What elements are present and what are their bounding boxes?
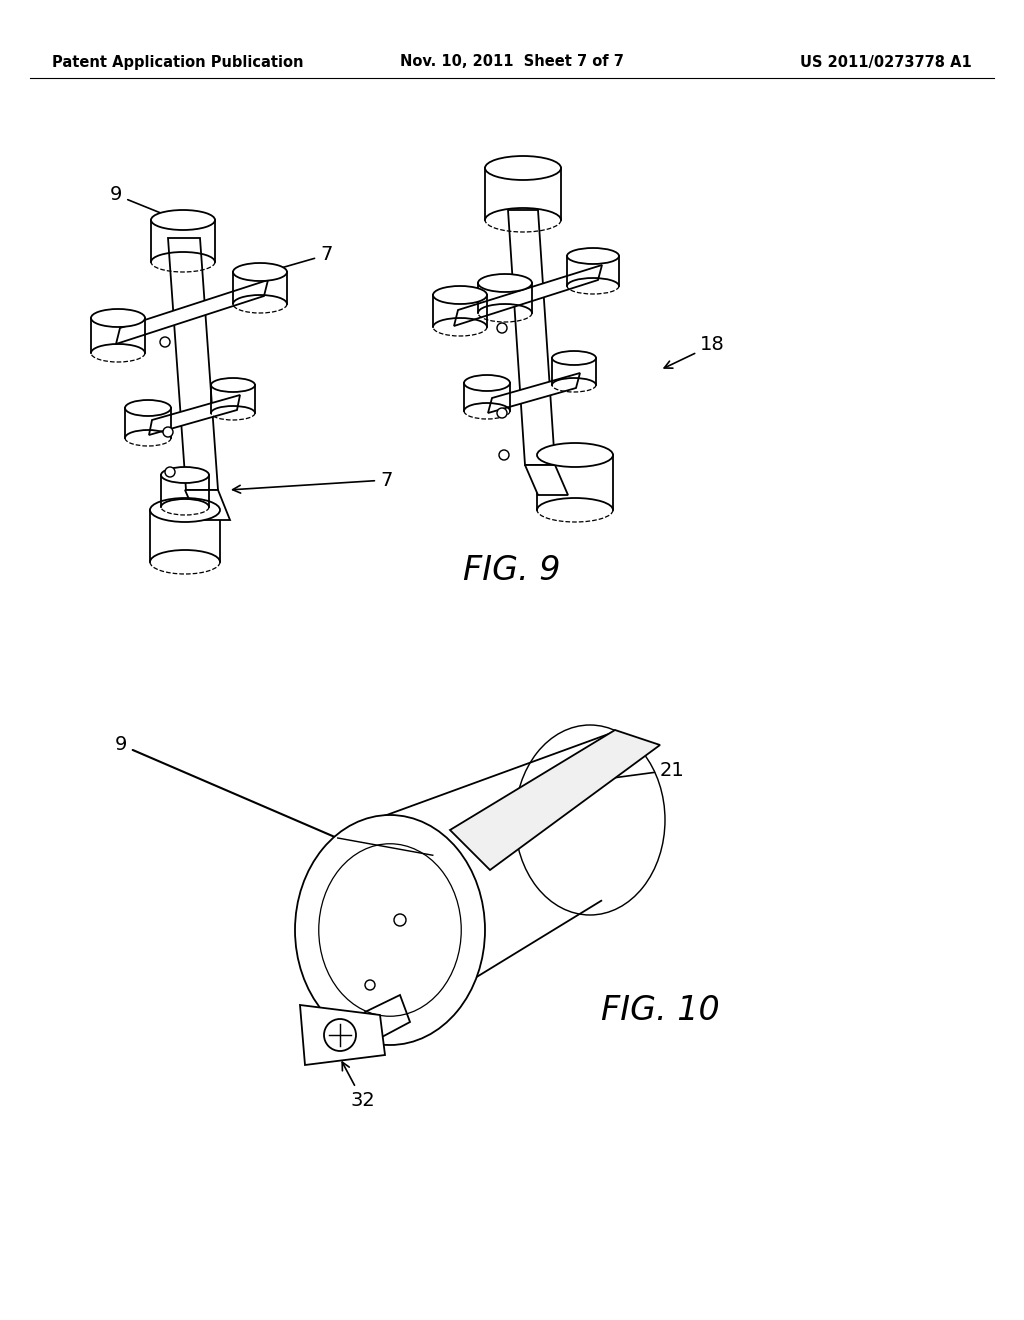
Ellipse shape — [150, 498, 220, 521]
Ellipse shape — [233, 263, 287, 281]
Circle shape — [160, 337, 170, 347]
Polygon shape — [508, 210, 555, 465]
Ellipse shape — [478, 275, 532, 292]
Polygon shape — [300, 1005, 385, 1065]
Ellipse shape — [464, 375, 510, 391]
Text: 32: 32 — [342, 1063, 375, 1110]
Ellipse shape — [537, 444, 613, 467]
Ellipse shape — [91, 309, 145, 327]
Text: FIG. 9: FIG. 9 — [463, 553, 561, 586]
Text: Patent Application Publication: Patent Application Publication — [52, 54, 303, 70]
Text: 18: 18 — [665, 335, 725, 368]
Ellipse shape — [552, 351, 596, 366]
Circle shape — [394, 913, 406, 927]
Text: 7: 7 — [264, 246, 333, 275]
Text: 21: 21 — [564, 760, 685, 787]
Text: 9: 9 — [110, 186, 179, 220]
Polygon shape — [116, 280, 268, 345]
Polygon shape — [454, 265, 602, 326]
Text: 7: 7 — [232, 470, 392, 494]
Ellipse shape — [485, 156, 561, 180]
Circle shape — [497, 408, 507, 418]
Circle shape — [163, 426, 173, 437]
Polygon shape — [150, 395, 240, 436]
Text: US 2011/0273778 A1: US 2011/0273778 A1 — [800, 54, 972, 70]
Polygon shape — [168, 238, 218, 490]
Ellipse shape — [211, 378, 255, 392]
Polygon shape — [488, 374, 580, 413]
Text: Nov. 10, 2011  Sheet 7 of 7: Nov. 10, 2011 Sheet 7 of 7 — [400, 54, 624, 70]
Circle shape — [365, 979, 375, 990]
Text: 9: 9 — [115, 735, 360, 849]
Ellipse shape — [567, 248, 618, 264]
Ellipse shape — [515, 725, 665, 915]
Ellipse shape — [161, 467, 209, 483]
Polygon shape — [525, 465, 568, 495]
Ellipse shape — [125, 400, 171, 416]
Circle shape — [497, 323, 507, 333]
Polygon shape — [450, 730, 660, 870]
Circle shape — [165, 467, 175, 477]
Circle shape — [499, 450, 509, 459]
Polygon shape — [185, 490, 230, 520]
Polygon shape — [365, 995, 410, 1038]
Ellipse shape — [295, 814, 485, 1045]
Ellipse shape — [433, 286, 487, 304]
Ellipse shape — [151, 210, 215, 230]
Text: FIG. 10: FIG. 10 — [601, 994, 720, 1027]
